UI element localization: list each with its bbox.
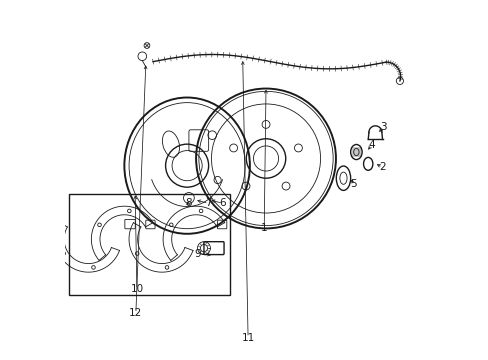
Text: 9: 9 xyxy=(194,248,201,258)
Text: 4: 4 xyxy=(368,140,374,150)
Text: 1: 1 xyxy=(261,224,267,233)
Text: 8: 8 xyxy=(185,198,192,208)
Text: 10: 10 xyxy=(130,284,143,294)
Text: 2: 2 xyxy=(379,162,385,172)
Text: 6: 6 xyxy=(219,198,226,208)
Bar xyxy=(69,194,230,295)
Text: 7: 7 xyxy=(205,198,211,208)
Text: 11: 11 xyxy=(241,333,254,343)
Text: 5: 5 xyxy=(350,179,356,189)
Text: 3: 3 xyxy=(380,122,386,132)
Text: 12: 12 xyxy=(129,309,142,318)
